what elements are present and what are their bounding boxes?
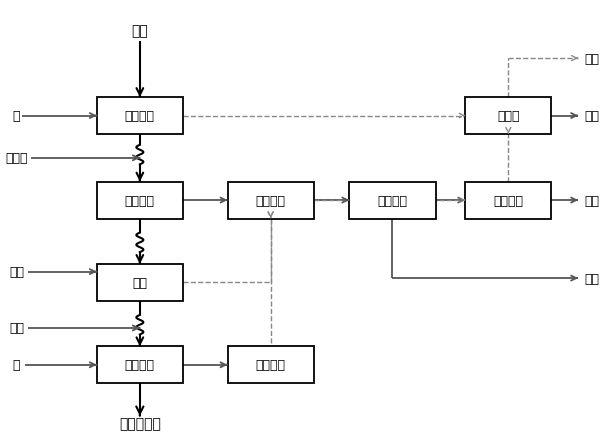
Text: 固液分离: 固液分离 <box>378 194 407 207</box>
Text: 碱液: 碱液 <box>9 265 24 279</box>
Text: 氨水: 氨水 <box>584 110 599 123</box>
FancyBboxPatch shape <box>227 182 313 219</box>
Text: 稀酸: 稀酸 <box>9 321 24 335</box>
FancyBboxPatch shape <box>97 98 183 134</box>
Text: 水: 水 <box>13 110 21 123</box>
Text: 蒸发结晶: 蒸发结晶 <box>493 194 523 207</box>
FancyBboxPatch shape <box>465 182 551 219</box>
Text: 滤液脱氟: 滤液脱氟 <box>255 194 286 207</box>
FancyBboxPatch shape <box>227 346 313 383</box>
Text: 固液分离: 固液分离 <box>125 194 155 207</box>
Text: 溶液调配: 溶液调配 <box>255 358 286 371</box>
Text: 过滤洗涤: 过滤洗涤 <box>125 358 155 371</box>
FancyBboxPatch shape <box>349 182 436 219</box>
Text: 水: 水 <box>13 358 21 371</box>
FancyBboxPatch shape <box>97 182 183 219</box>
Text: 氯盐: 氯盐 <box>584 194 599 207</box>
Text: 氧化铝精矿: 氧化铝精矿 <box>119 416 161 430</box>
Text: 脱氟: 脱氟 <box>132 276 148 289</box>
Text: 氨气: 氨气 <box>584 53 599 65</box>
Text: 铝灰: 铝灰 <box>131 24 148 38</box>
Text: 添加剂: 添加剂 <box>5 152 28 165</box>
FancyBboxPatch shape <box>97 265 183 301</box>
FancyBboxPatch shape <box>97 346 183 383</box>
FancyBboxPatch shape <box>465 98 551 134</box>
Text: 氟盐: 氟盐 <box>584 272 599 285</box>
Text: 氨吸收: 氨吸收 <box>497 110 520 123</box>
Text: 脱盐脱氮: 脱盐脱氮 <box>125 110 155 123</box>
